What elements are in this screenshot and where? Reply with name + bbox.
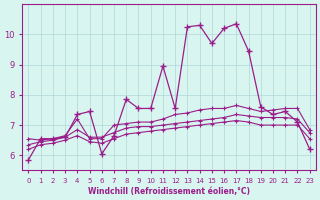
X-axis label: Windchill (Refroidissement éolien,°C): Windchill (Refroidissement éolien,°C) (88, 187, 250, 196)
